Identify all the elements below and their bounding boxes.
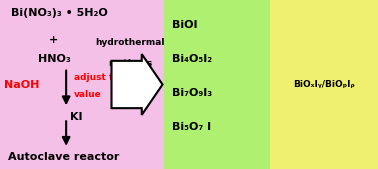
Text: Autoclave reactor: Autoclave reactor	[8, 152, 119, 162]
Text: NaOH: NaOH	[4, 79, 39, 90]
Text: +: +	[49, 35, 58, 45]
Text: methods: methods	[108, 59, 153, 68]
FancyArrow shape	[112, 54, 163, 115]
Text: HNO₃: HNO₃	[38, 54, 71, 64]
Bar	[0, 0, 164, 169]
Text: Bi₅O₇ I: Bi₅O₇ I	[172, 122, 211, 132]
Text: KI: KI	[70, 112, 82, 122]
Bar	[164, 0, 270, 169]
Text: BiOₓIᵧ/BiOₚIᵨ: BiOₓIᵧ/BiOₚIᵨ	[293, 80, 355, 89]
Text: Bi₄O₅I₂: Bi₄O₅I₂	[172, 54, 212, 64]
Text: Bi₇O₉I₃: Bi₇O₉I₃	[172, 88, 212, 98]
Text: value: value	[74, 90, 101, 99]
Text: BiOI: BiOI	[172, 20, 197, 30]
Text: adjust the pH: adjust the pH	[74, 73, 143, 82]
Text: Bi(NO₃)₃ • 5H₂O: Bi(NO₃)₃ • 5H₂O	[11, 8, 108, 18]
Text: hydrothermal: hydrothermal	[96, 38, 165, 47]
Bar	[270, 0, 378, 169]
